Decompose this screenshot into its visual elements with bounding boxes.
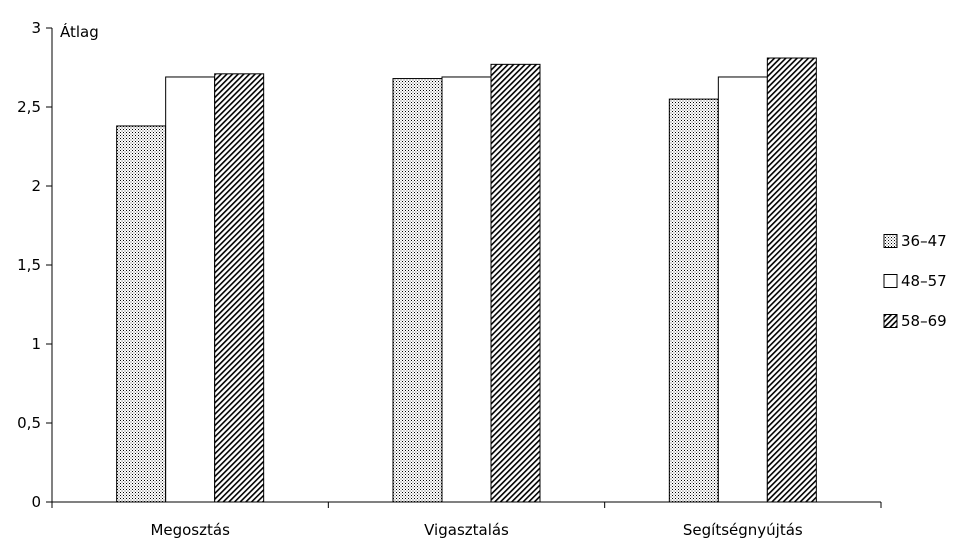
legend: 36–47 48–57 58–69 bbox=[883, 232, 947, 330]
x-category-label: Megosztás bbox=[150, 521, 230, 539]
legend-swatch bbox=[883, 274, 898, 288]
legend-swatch bbox=[883, 314, 898, 328]
x-category-label: Segítségnyújtás bbox=[683, 521, 803, 539]
y-tick-label: 0 bbox=[31, 493, 41, 511]
bar-48–57-Megosztás bbox=[165, 76, 216, 503]
y-axis-title: Átlag bbox=[60, 22, 99, 41]
bar-58–69-Segítségnyújtás bbox=[766, 57, 817, 503]
x-category-label: Vigasztalás bbox=[424, 521, 509, 539]
bar-48–57-Segítségnyújtás bbox=[717, 76, 768, 503]
bar-58–69-Megosztás bbox=[214, 73, 265, 503]
y-tick-label: 1,5 bbox=[17, 256, 41, 274]
bar-58–69-Vigasztalás bbox=[490, 63, 541, 503]
y-tick-label: 3 bbox=[31, 19, 41, 37]
bar-36–47-Megosztás bbox=[116, 125, 167, 503]
y-tick-label: 0,5 bbox=[17, 414, 41, 432]
y-tick-label: 2 bbox=[31, 177, 41, 195]
bar-36–47-Segítségnyújtás bbox=[668, 98, 719, 503]
y-tick-label: 2,5 bbox=[17, 98, 41, 116]
axis-labels: 0 0,5 1 1,5 2 2,5 3 Átlag Megosztás Vigasztalás Se… bbox=[17, 19, 803, 539]
legend-label: 48–57 bbox=[901, 272, 947, 290]
legend-label: 36–47 bbox=[901, 232, 947, 250]
bar-36–47-Vigasztalás bbox=[392, 78, 443, 503]
legend-swatch bbox=[883, 234, 898, 248]
bars bbox=[116, 57, 817, 503]
y-tick-label: 1 bbox=[31, 335, 41, 353]
legend-label: 58–69 bbox=[901, 312, 947, 330]
bar-48–57-Vigasztalás bbox=[441, 76, 492, 503]
